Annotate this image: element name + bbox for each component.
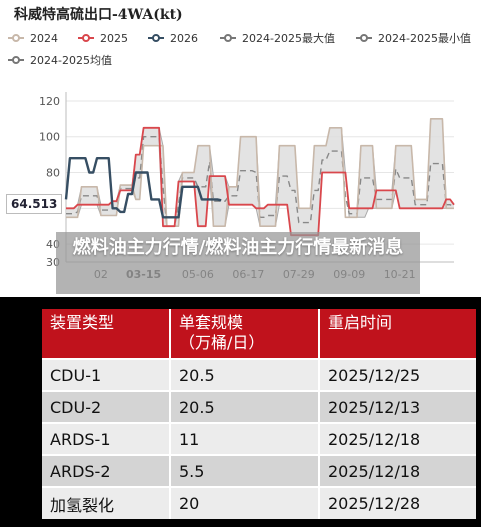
legend-label: 2024-2025均值 bbox=[30, 54, 112, 67]
y-tick-label: 120 bbox=[39, 95, 60, 108]
cell-restart-time: 2025/12/13 bbox=[319, 390, 476, 423]
cell-capacity: 11 bbox=[170, 422, 320, 455]
legend-label: 2024-2025最大值 bbox=[242, 32, 335, 45]
y-tick-label: 80 bbox=[46, 167, 60, 180]
cell-unit-type: ARDS-1 bbox=[42, 422, 171, 455]
chart-title: 科威特高硫出口-4WA(kt) bbox=[14, 7, 183, 23]
table-row: CDU-2 20.5 2025/12/13 bbox=[42, 390, 476, 423]
table-row: ARDS-2 5.5 2025/12/18 bbox=[42, 454, 476, 487]
table-row: CDU-1 20.5 2025/12/25 bbox=[42, 358, 476, 391]
table-row: ARDS-1 11 2025/12/18 bbox=[42, 422, 476, 455]
legend-label: 2025 bbox=[100, 31, 128, 45]
legend-marker-icon bbox=[8, 55, 24, 65]
cell-capacity: 20.5 bbox=[170, 390, 320, 423]
series-line-2024 bbox=[66, 118, 454, 227]
header-restart-time: 重启时间 bbox=[319, 309, 476, 359]
legend-marker-icon bbox=[148, 33, 164, 43]
header-capacity-line2: （万桶/日） bbox=[179, 333, 265, 352]
cell-restart-time: 2025/12/28 bbox=[319, 486, 476, 519]
current-value-flag: 64.513 bbox=[6, 194, 63, 214]
cell-capacity: 20 bbox=[170, 486, 320, 519]
legend-item-avg[interactable]: 2024-2025均值 bbox=[8, 52, 112, 68]
cell-unit-type: CDU-2 bbox=[42, 390, 171, 423]
restart-table-panel: 装置类型 单套规模 （万桶/日） 重启时间 CDU-1 20.5 2025/12/… bbox=[0, 297, 481, 527]
legend-label: 2024 bbox=[30, 31, 58, 45]
cell-restart-time: 2025/12/18 bbox=[319, 454, 476, 487]
y-tick-label: 100 bbox=[39, 131, 60, 144]
legend-item-max[interactable]: 2024-2025最大值 bbox=[220, 30, 335, 46]
legend-item-2024[interactable]: 2024 bbox=[8, 30, 58, 46]
cell-restart-time: 2025/12/18 bbox=[319, 422, 476, 455]
cell-unit-type: ARDS-2 bbox=[42, 454, 171, 487]
cell-unit-type: CDU-1 bbox=[42, 358, 171, 391]
table-header-row: 装置类型 单套规模 （万桶/日） 重启时间 bbox=[42, 309, 476, 359]
header-unit-type: 装置类型 bbox=[42, 309, 171, 359]
cell-restart-time: 2025/12/25 bbox=[319, 358, 476, 391]
series-line-2026 bbox=[64, 157, 222, 219]
legend-marker-icon bbox=[220, 33, 236, 43]
legend-label: 2024-2025最小值 bbox=[378, 32, 471, 45]
headline-text: 燃料油主力行情/燃料油主力行情最新消息 bbox=[72, 237, 404, 258]
legend-marker-icon bbox=[8, 33, 24, 43]
cell-capacity: 5.5 bbox=[170, 454, 320, 487]
legend-marker-icon bbox=[78, 33, 94, 43]
restart-schedule-table: 装置类型 单套规模 （万桶/日） 重启时间 CDU-1 20.5 2025/12/… bbox=[42, 309, 476, 519]
cell-capacity: 20.5 bbox=[170, 358, 320, 391]
series-line-2025 bbox=[66, 126, 455, 237]
legend-marker-icon bbox=[356, 33, 372, 43]
headline-overlay bbox=[56, 232, 420, 294]
cell-unit-type: 加氢裂化 bbox=[42, 486, 171, 519]
header-capacity-line1: 单套规模 bbox=[179, 313, 244, 332]
legend-item-2026[interactable]: 2026 bbox=[148, 30, 198, 46]
header-capacity: 单套规模 （万桶/日） bbox=[170, 309, 320, 359]
legend-item-min[interactable]: 2024-2025最小值 bbox=[356, 30, 471, 46]
legend-item-2025[interactable]: 2025 bbox=[78, 30, 128, 46]
table-row: 加氢裂化 20 2025/12/28 bbox=[42, 486, 476, 519]
legend-label: 2026 bbox=[170, 31, 198, 45]
